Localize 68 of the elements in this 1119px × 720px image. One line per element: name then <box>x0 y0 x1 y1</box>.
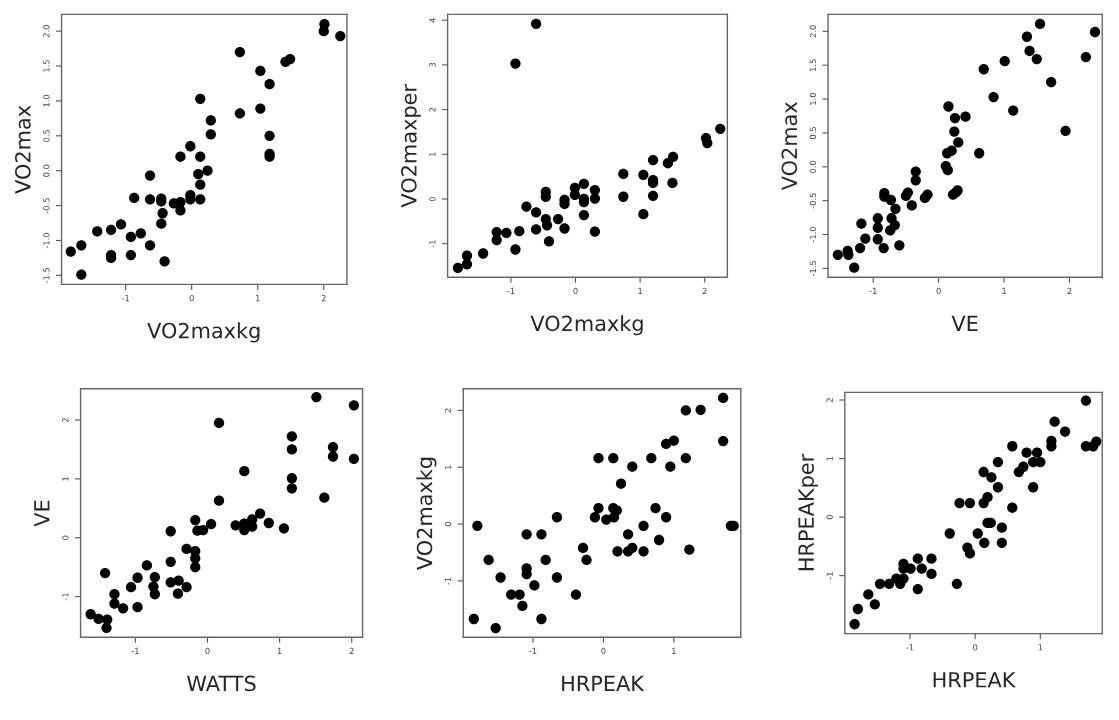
y-tick-label: 2 <box>62 418 69 423</box>
y-tick-label: 2 <box>444 408 452 413</box>
y-axis-title: VE <box>34 500 50 527</box>
y-axis-title: VO2maxkg <box>416 457 437 570</box>
x-tick-label: 2 <box>702 287 707 294</box>
x-tick-label: 0 <box>601 647 606 655</box>
x-tick-label: 1 <box>277 647 282 654</box>
x-axis-title: WATTS <box>187 675 256 692</box>
y-tick-label: 2 <box>429 107 436 112</box>
y-axis-title: HRPEAKper <box>798 453 819 571</box>
y-tick-label: -1 <box>826 572 833 580</box>
x-tick-label: 0 <box>189 294 194 302</box>
y-tick-label: 1.5 <box>43 60 50 72</box>
y-tick-label: 0.5 <box>43 129 50 142</box>
y-tick-label: 1.0 <box>809 92 817 105</box>
x-tick-label: 2 <box>349 647 354 654</box>
y-tick-label: -0.5 <box>809 193 817 209</box>
x-axis-title: VO2maxkg <box>530 315 643 336</box>
x-tick-label: 0 <box>936 287 941 295</box>
x-tick-label: 1 <box>255 295 260 302</box>
y-axis-title: VO2max <box>14 105 31 194</box>
x-tick-label: -1 <box>121 295 129 302</box>
y-tick-label: -1.5 <box>809 260 817 277</box>
x-tick-label: 2 <box>1067 287 1072 294</box>
x-tick-label: 0 <box>573 287 578 295</box>
y-tick-label: -1.0 <box>43 232 50 249</box>
y-tick-label: 1 <box>62 476 69 481</box>
y-tick-label: -1 <box>445 577 452 585</box>
x-tick-label: 1 <box>1002 287 1006 294</box>
y-tick-label: 1 <box>826 456 833 461</box>
y-tick-label: 0.0 <box>43 164 50 177</box>
y-tick-label: 4 <box>429 18 436 23</box>
x-tick-label: 0 <box>205 647 210 655</box>
x-tick-label: 0 <box>973 644 978 651</box>
y-tick-label: 3 <box>429 62 436 67</box>
x-tick-label: -1 <box>131 647 139 654</box>
y-tick-label: 1 <box>429 152 436 157</box>
x-tick-label: -1 <box>906 644 914 651</box>
x-tick-label: -1 <box>507 287 515 294</box>
y-tick-label: 0.0 <box>809 160 817 173</box>
y-axis-title: VO2maxper <box>400 84 421 208</box>
y-tick-label: 2.0 <box>809 25 817 38</box>
y-tick-label: 2.0 <box>43 25 50 38</box>
x-tick-label: 1 <box>672 647 676 654</box>
x-tick-label: 1 <box>638 287 643 294</box>
y-tick-label: 2 <box>826 398 833 403</box>
x-axis-title: HRPEAK <box>562 675 645 691</box>
y-tick-label: -1 <box>429 240 436 248</box>
x-tick-label: -1 <box>869 287 877 294</box>
y-tick-label: 0 <box>429 196 436 202</box>
y-tick-label: 0 <box>444 521 452 527</box>
y-tick-label: 1.5 <box>809 59 817 71</box>
x-axis-title: VE <box>951 315 978 331</box>
y-tick-label: -1.5 <box>43 267 50 284</box>
y-axis-title: VO2max <box>781 102 798 191</box>
y-tick-label: 0 <box>826 515 833 520</box>
x-axis-title: VO2maxkg <box>147 322 260 343</box>
y-tick-label: -1.0 <box>809 226 817 243</box>
x-tick-label: 2 <box>321 294 326 302</box>
x-tick-label: 1 <box>1038 644 1043 651</box>
x-axis-title: HRPEAK <box>933 672 1016 688</box>
y-tick-label: 0.5 <box>809 127 817 140</box>
x-tick-label: -1 <box>529 647 537 654</box>
y-tick-label: 1.0 <box>43 94 50 107</box>
y-tick-label: -1 <box>62 593 69 601</box>
y-tick-label: 0 <box>62 535 69 540</box>
y-tick-label: 1 <box>445 465 452 469</box>
y-tick-label: -0.5 <box>43 198 50 214</box>
